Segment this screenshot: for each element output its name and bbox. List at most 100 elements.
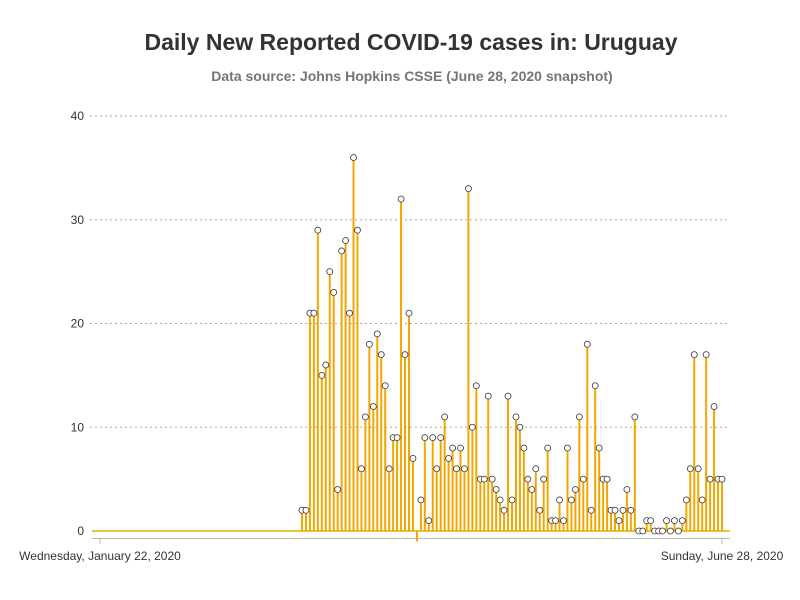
data-point [334,486,342,493]
data-point [560,517,567,525]
data-point [468,423,476,431]
data-point [421,434,429,442]
data-point [492,486,500,493]
data-point [556,496,563,504]
x-axis: Wednesday, January 22, 2020 Sunday, June … [19,538,784,563]
data-point [568,496,575,504]
y-tick-label: 40 [71,109,85,123]
data-point [377,351,385,359]
data-point [627,506,635,514]
data-point [472,382,480,390]
data-point [591,382,599,390]
data-point [595,444,603,452]
data-point [678,517,686,525]
data-point [302,506,310,514]
data-point [579,475,587,483]
data-point [663,517,670,525]
data-point [544,444,552,452]
data-point [381,382,389,390]
data-point [671,517,678,525]
data-point [698,496,706,504]
data-point [358,465,365,473]
bars [92,157,730,542]
data-point [405,309,413,317]
data-point [516,423,524,431]
data-point [615,517,623,525]
data-point [690,351,698,359]
data-point [437,434,445,442]
data-point [401,351,409,359]
data-point [619,506,627,514]
data-point [393,434,401,442]
data-point [488,475,496,483]
data-point [457,444,464,452]
data-point [647,517,655,525]
data-point [540,475,548,483]
data-point [532,465,540,473]
data-point [433,465,441,473]
data-point [675,527,682,535]
data-point [417,496,425,504]
data-point [397,195,405,203]
data-point [361,413,369,421]
data-point [686,465,694,473]
data-point [623,486,631,493]
data-point [611,506,619,514]
data-point [571,486,579,493]
data-point [631,413,639,421]
grid-lines [90,115,730,428]
data-point [524,475,532,483]
data-point [409,454,417,462]
data-point [575,413,583,421]
data-point [310,309,318,317]
data-point [528,486,536,493]
chart-title: Daily New Reported COVID-19 cases in: Ur… [144,29,678,55]
data-point [667,527,674,535]
data-point [365,340,373,348]
data-point [354,226,361,234]
data-point [480,475,488,483]
data-point [338,247,346,255]
y-tick-label: 10 [71,420,85,434]
y-tick-label: 20 [71,317,85,331]
data-point [587,506,595,514]
data-point [322,361,330,369]
data-point [718,475,726,483]
data-point [496,496,504,504]
data-point [702,351,710,359]
data-point [500,506,508,514]
data-point [512,413,520,421]
data-point [564,444,571,452]
data-point [385,465,393,473]
data-point [445,454,453,462]
markers [298,154,726,535]
y-tick-label: 30 [71,213,85,227]
data-point [425,517,433,525]
x-tick-label-end: Sunday, June 28, 2020 [661,549,784,563]
data-point [330,288,338,296]
chart-subtitle: Data source: Johns Hopkins CSSE (June 28… [211,68,613,84]
data-point [603,475,611,483]
data-point [694,465,702,473]
data-point [520,444,528,452]
data-point [441,413,449,421]
data-point [536,506,544,514]
data-point [706,475,714,483]
data-point [369,403,377,410]
data-point [583,340,591,348]
data-point [659,527,666,535]
data-point [552,517,559,525]
data-point [350,154,357,161]
data-point [639,527,647,535]
data-point [484,392,492,400]
data-point [346,309,353,317]
data-point [373,330,381,338]
data-point [710,403,718,410]
data-point [504,392,512,400]
data-point [326,268,334,276]
data-point [342,237,349,244]
data-point [461,465,468,473]
data-point [508,496,516,504]
x-tick-label-start: Wednesday, January 22, 2020 [19,549,181,563]
